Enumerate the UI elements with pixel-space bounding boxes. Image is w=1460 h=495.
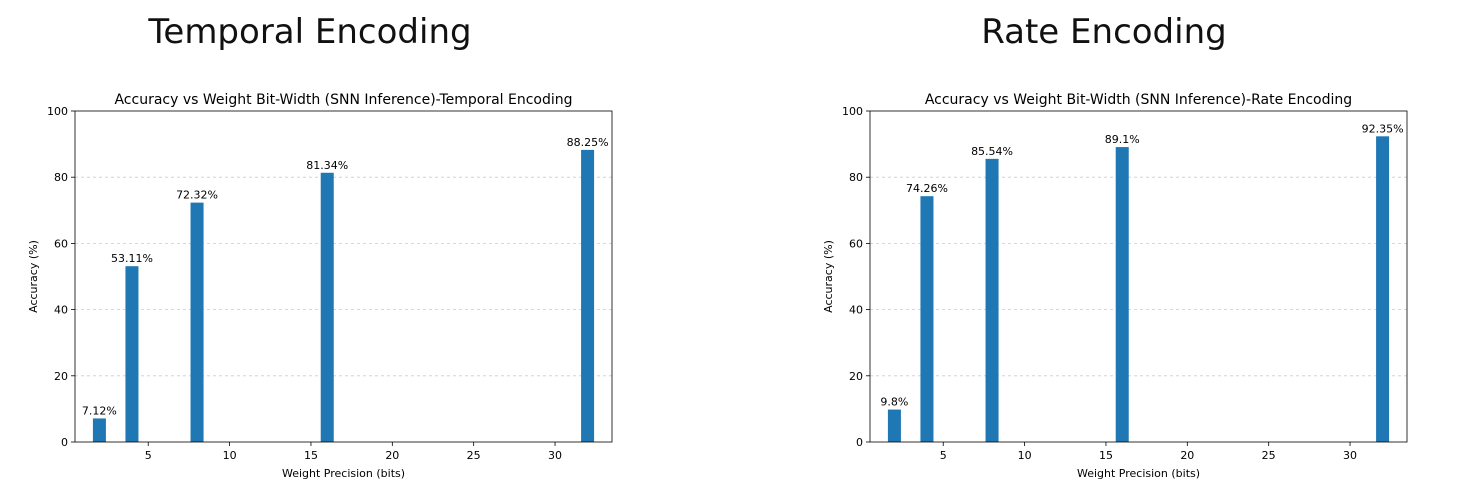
bar — [985, 158, 999, 442]
axes-frame — [869, 110, 1408, 443]
panel-heading-temporal: Temporal Encoding — [148, 12, 472, 52]
y-tick-label: 0 — [856, 436, 863, 449]
bar — [1115, 147, 1129, 442]
x-tick-label: 5 — [940, 449, 947, 462]
x-axis-label: Weight Precision (bits) — [282, 467, 405, 480]
bar-data-label: 85.54% — [971, 145, 1013, 158]
y-tick-label: 100 — [47, 105, 68, 118]
x-tick-label: 15 — [304, 449, 318, 462]
plot-area: 7.12% 53.11% 72.32% 81.34% 88.25% 0 20 40 60 80 10… — [47, 105, 613, 462]
bar-data-label: 74.26% — [906, 182, 948, 195]
x-tick-label: 25 — [467, 449, 481, 462]
x-axis-label: Weight Precision (bits) — [1077, 467, 1200, 480]
bar-data-label: 53.11% — [111, 252, 153, 265]
y-tick-label: 80 — [54, 171, 68, 184]
bar — [190, 202, 204, 442]
x-tick-label: 5 — [145, 449, 152, 462]
bar-data-label: 92.35% — [1362, 122, 1404, 135]
bar — [320, 172, 334, 443]
bar-data-label: 9.8% — [880, 396, 908, 409]
bar — [887, 409, 901, 442]
bar — [920, 196, 934, 442]
y-axis-label: Accuracy (%) — [27, 240, 40, 313]
x-tick-label: 20 — [385, 449, 399, 462]
y-tick-label: 100 — [842, 105, 863, 118]
bar — [92, 418, 106, 442]
bar-data-label: 72.32% — [176, 189, 218, 202]
x-tick-label: 15 — [1099, 449, 1113, 462]
y-tick-label: 40 — [54, 304, 68, 317]
y-tick-label: 60 — [54, 237, 68, 250]
chart-title: Accuracy vs Weight Bit-Width (SNN Infere… — [114, 92, 572, 108]
panel-heading-rate: Rate Encoding — [981, 12, 1227, 52]
chart-title: Accuracy vs Weight Bit-Width (SNN Infere… — [925, 92, 1352, 108]
x-tick-label: 30 — [548, 449, 562, 462]
x-tick-label: 25 — [1262, 449, 1276, 462]
y-tick-label: 80 — [849, 171, 863, 184]
plot-area: 9.8% 74.26% 85.54% 89.1% 92.35% 0 20 40 60 80 100 5… — [842, 105, 1408, 462]
y-axis-label: Accuracy (%) — [822, 240, 835, 313]
temporal-encoding-chart: Accuracy vs Weight Bit-Width (SNN Infere… — [27, 92, 613, 480]
y-tick-label: 20 — [54, 370, 68, 383]
bar-data-label: 81.34% — [306, 159, 348, 172]
bar — [125, 266, 139, 442]
bar — [1376, 136, 1390, 442]
x-tick-label: 30 — [1343, 449, 1357, 462]
x-tick-label: 20 — [1180, 449, 1194, 462]
rate-encoding-chart: Accuracy vs Weight Bit-Width (SNN Infere… — [822, 92, 1408, 480]
bar-data-label: 89.1% — [1105, 133, 1140, 146]
x-tick-label: 10 — [1018, 449, 1032, 462]
y-tick-label: 40 — [849, 304, 863, 317]
bar — [581, 149, 595, 442]
y-tick-label: 60 — [849, 237, 863, 250]
y-tick-label: 0 — [61, 436, 68, 449]
x-tick-label: 10 — [223, 449, 237, 462]
bar-data-label: 7.12% — [82, 404, 117, 417]
axes-frame — [74, 110, 613, 443]
y-tick-label: 20 — [849, 370, 863, 383]
bar-data-label: 88.25% — [567, 136, 609, 149]
